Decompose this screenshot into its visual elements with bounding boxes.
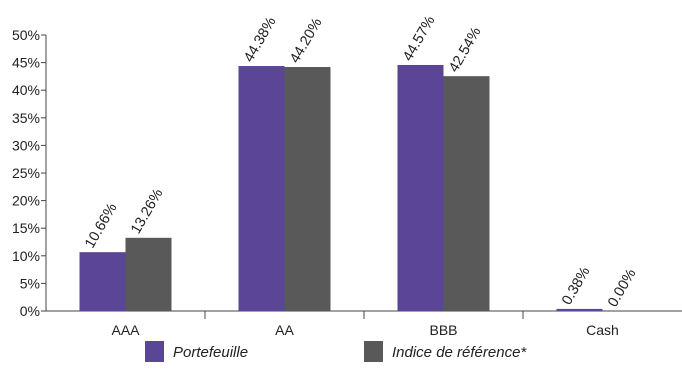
bar	[238, 66, 285, 311]
y-tick-label: 50%	[12, 27, 40, 43]
bar	[79, 252, 126, 311]
x-tick-label: Cash	[586, 322, 619, 338]
bar	[443, 76, 490, 311]
bar	[397, 64, 444, 311]
data-label: 10.66%	[82, 200, 120, 251]
data-label: 44.20%	[287, 15, 325, 66]
data-label: 44.57%	[400, 13, 438, 64]
y-tick-label: 35%	[12, 110, 40, 126]
legend-swatch	[364, 341, 383, 362]
bar	[125, 237, 172, 311]
data-label: 42.54%	[446, 24, 484, 75]
x-tick-label: BBB	[429, 322, 457, 338]
bars	[79, 64, 603, 312]
y-tick-label: 20%	[12, 193, 40, 209]
x-tick-label: AA	[275, 322, 294, 338]
y-tick-label: 25%	[12, 165, 40, 181]
y-tick-label: 15%	[12, 220, 40, 236]
data-label: 44.38%	[241, 14, 279, 65]
bar	[556, 308, 603, 311]
y-tick-label: 30%	[12, 137, 40, 153]
data-label: 13.26%	[128, 186, 166, 237]
legend-label: Indice de référence*	[392, 344, 527, 361]
y-tick-label: 40%	[12, 82, 40, 98]
legend: Portefeuille Indice de référence*	[145, 341, 527, 362]
y-tick-label: 10%	[12, 248, 40, 264]
legend-label: Portefeuille	[173, 344, 248, 361]
x-tick-label: AAA	[111, 322, 140, 338]
data-label: 0.38%	[559, 264, 593, 308]
data-label: 0.00%	[605, 266, 639, 310]
y-tick-label: 0%	[20, 303, 40, 319]
y-tick-label: 5%	[20, 275, 40, 291]
legend-swatch	[145, 341, 164, 362]
y-tick-label: 45%	[12, 55, 40, 71]
bar	[284, 67, 331, 312]
